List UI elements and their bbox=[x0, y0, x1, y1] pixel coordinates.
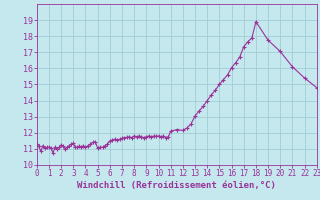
X-axis label: Windchill (Refroidissement éolien,°C): Windchill (Refroidissement éolien,°C) bbox=[77, 181, 276, 190]
